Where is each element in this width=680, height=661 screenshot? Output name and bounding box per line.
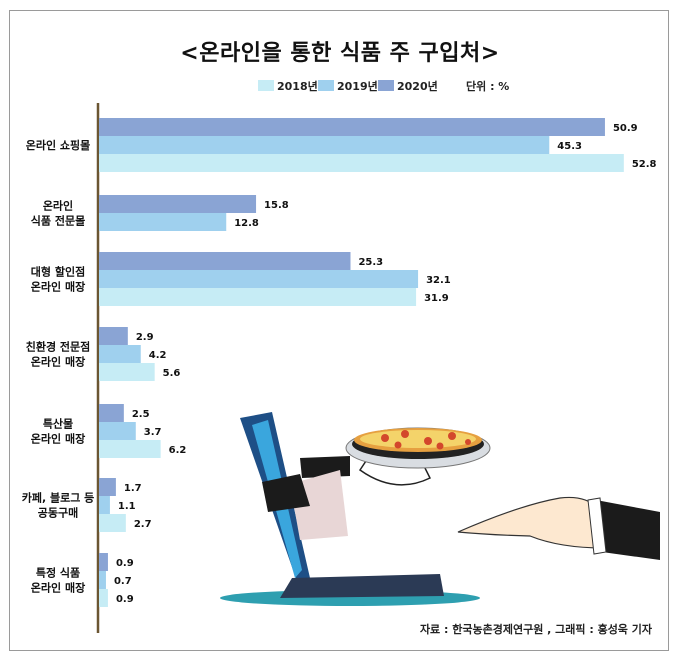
data-label: 2.5 (132, 409, 150, 420)
source-credit: 자료 : 한국농촌경제연구원 , 그래픽 : 홍성욱 기자 (419, 623, 652, 636)
pepperoni (465, 439, 471, 445)
data-label: 25.3 (358, 257, 383, 268)
data-label: 45.3 (557, 141, 582, 152)
laptop-base (280, 574, 444, 598)
bar (99, 136, 550, 154)
bar (99, 363, 155, 381)
legend-item-2020: 2020년 (378, 78, 438, 94)
bar (99, 571, 106, 589)
data-label: 0.9 (116, 558, 134, 569)
category-label: 특정 식품 온라인 매장 (31, 566, 85, 595)
legend-item-2018: 2018년 (258, 78, 318, 94)
pepperoni (424, 437, 432, 445)
pepperoni (381, 434, 389, 442)
data-label: 15.8 (264, 200, 289, 211)
customer-hand (457, 496, 605, 549)
waiter-towel (290, 470, 348, 540)
pepperoni (394, 441, 402, 449)
bar (99, 154, 624, 172)
data-label: 12.8 (234, 218, 259, 229)
legend-swatch-2020 (378, 80, 394, 91)
legend-label-2020: 2020년 (397, 80, 438, 93)
legend-item-2019: 2019년 (318, 78, 378, 94)
bar (99, 589, 108, 607)
legend-swatch-2018 (258, 80, 274, 91)
bar (99, 404, 124, 422)
chart-title: <온라인을 통한 식품 주 구입처> (180, 41, 500, 66)
unit-label: 단위 : % (466, 80, 510, 93)
bar (99, 514, 126, 532)
bar (99, 327, 128, 345)
bar (99, 252, 351, 270)
legend-label-2019: 2019년 (337, 80, 378, 93)
data-label: 32.1 (426, 275, 451, 286)
pizza-cheese (360, 430, 476, 448)
data-label: 0.7 (114, 576, 132, 587)
data-label: 3.7 (144, 427, 162, 438)
legend-swatch-2019 (318, 80, 334, 91)
bars-group: 온라인 쇼핑몰 50.9 45.3 52.8 온라인 식품 전문몰 15.8 12.8 대형 할… (22, 118, 657, 607)
pepperoni (448, 432, 456, 440)
data-label: 1.7 (124, 483, 142, 494)
data-label: 2.9 (136, 332, 154, 343)
pepperoni (401, 430, 409, 438)
bar (99, 553, 108, 571)
bar (99, 288, 417, 306)
category-label: 친환경 전문점 온라인 매장 (26, 340, 91, 369)
waiter-sleeve (262, 474, 310, 512)
customer-sleeve (596, 500, 660, 560)
bar (99, 195, 257, 213)
pizza-laptop-illustration (220, 412, 660, 606)
pepperoni (436, 442, 444, 450)
bar (99, 345, 141, 363)
category-label: 특산물 온라인 매장 (31, 417, 85, 446)
data-label: 52.8 (632, 159, 657, 170)
data-label: 0.9 (116, 594, 134, 605)
category-label: 카페, 블로그 등 공동구매 (22, 491, 95, 520)
data-label: 50.9 (613, 123, 638, 134)
data-label: 31.9 (424, 293, 449, 304)
data-label: 6.2 (169, 445, 187, 456)
category-label: 온라인 식품 전문몰 (31, 199, 85, 228)
bar (99, 440, 161, 458)
bar (99, 422, 136, 440)
data-label: 1.1 (118, 501, 136, 512)
customer-cuff (587, 497, 607, 555)
legend-label-2018: 2018년 (277, 80, 318, 93)
bar (99, 270, 419, 288)
data-label: 2.7 (134, 519, 152, 530)
category-label: 대형 할인점 온라인 매장 (31, 265, 85, 294)
bar (99, 118, 605, 136)
data-label: 5.6 (163, 368, 181, 379)
bar (99, 478, 116, 496)
category-label: 온라인 쇼핑몰 (26, 138, 91, 152)
bar (99, 496, 110, 514)
bar (99, 213, 227, 231)
data-label: 4.2 (149, 350, 167, 361)
